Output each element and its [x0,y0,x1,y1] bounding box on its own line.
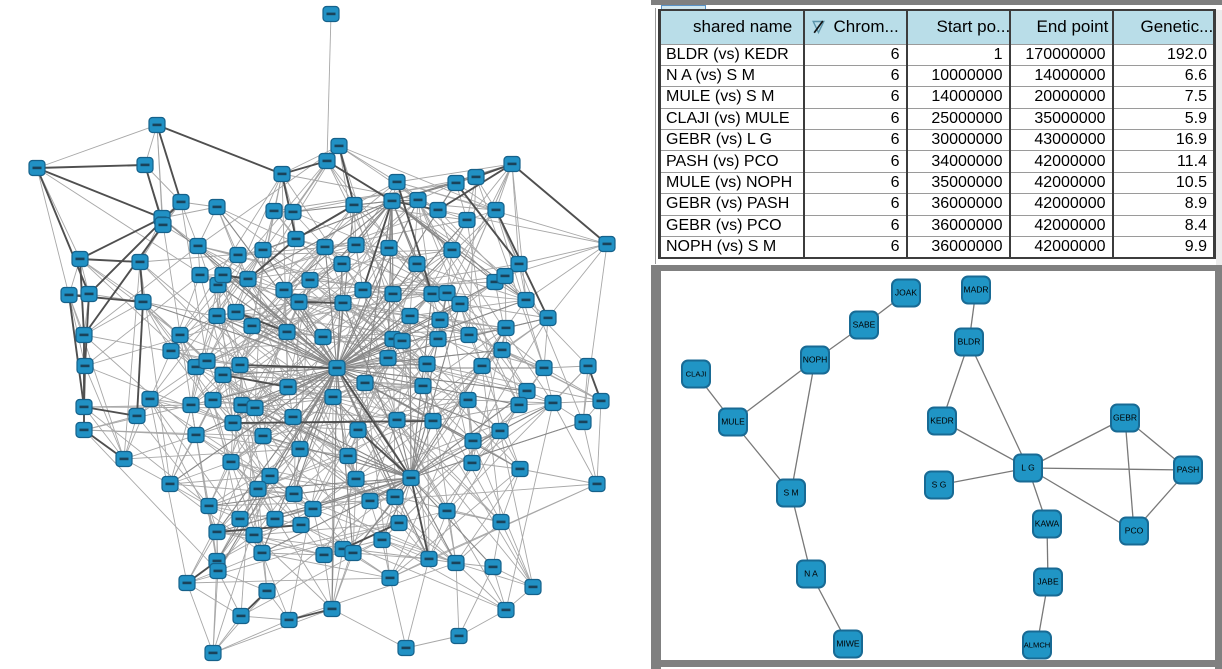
svg-text:KAWA: KAWA [1035,519,1060,529]
svg-text:MIWE: MIWE [836,639,859,649]
svg-text:MADR: MADR [963,285,988,295]
svg-text:N A: N A [804,569,818,579]
svg-text:MULE: MULE [721,417,745,427]
svg-text:JABE: JABE [1037,577,1059,587]
svg-text:PCO: PCO [1125,526,1144,536]
svg-text:SABE: SABE [853,320,876,330]
svg-text:BLDR: BLDR [958,337,981,347]
svg-text:S G: S G [932,480,947,490]
svg-text:PASH: PASH [1177,465,1200,475]
svg-text:CLAJI: CLAJI [686,370,707,379]
svg-text:JOAK: JOAK [895,288,918,298]
svg-text:NOPH: NOPH [803,355,828,365]
svg-text:GEBR: GEBR [1113,413,1137,423]
svg-text:ALMCH: ALMCH [1024,641,1051,650]
svg-text:L G: L G [1021,463,1034,473]
svg-text:KEDR: KEDR [930,416,954,426]
svg-text:S M: S M [783,488,798,498]
